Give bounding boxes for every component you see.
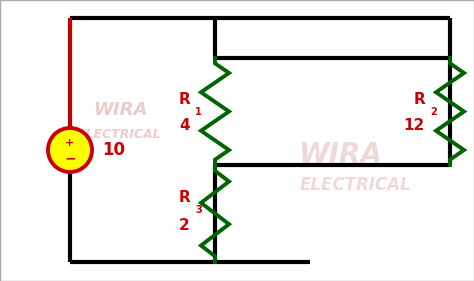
Text: −: − (64, 151, 76, 165)
Text: 3: 3 (195, 205, 202, 215)
Ellipse shape (48, 128, 92, 172)
Text: R: R (178, 191, 190, 205)
Text: WIRA: WIRA (93, 101, 147, 119)
Text: 2: 2 (179, 217, 190, 232)
Text: ELECTRICAL: ELECTRICAL (78, 128, 162, 142)
Text: 4: 4 (179, 117, 190, 133)
Text: 12: 12 (404, 117, 425, 133)
Text: 10: 10 (102, 141, 125, 159)
Text: 2: 2 (430, 107, 437, 117)
Text: +: + (65, 138, 74, 148)
Text: R: R (413, 92, 425, 108)
Text: R: R (178, 92, 190, 108)
Text: WIRA: WIRA (298, 141, 382, 169)
Text: ELECTRICAL: ELECTRICAL (299, 176, 411, 194)
Text: 1: 1 (195, 107, 202, 117)
